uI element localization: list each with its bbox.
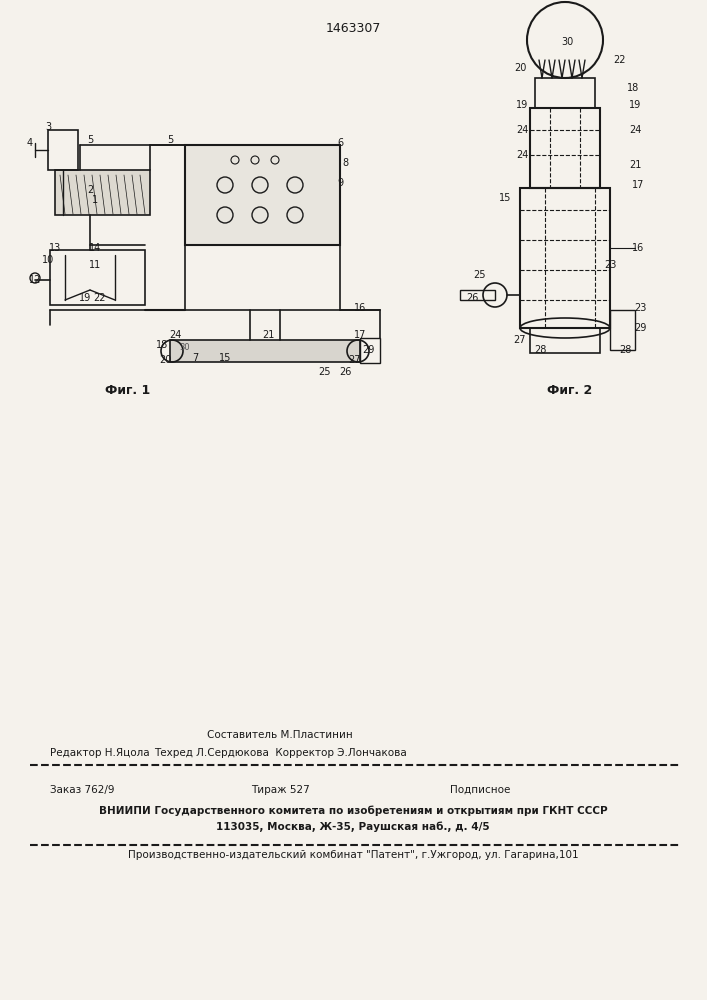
Text: 30: 30 <box>561 37 573 47</box>
Text: 24: 24 <box>516 150 528 160</box>
Bar <box>460 290 495 300</box>
Text: 17: 17 <box>632 180 644 190</box>
Text: 28: 28 <box>534 345 547 355</box>
Text: Составитель М.Пластинин: Составитель М.Пластинин <box>207 730 353 740</box>
Text: 12: 12 <box>29 275 41 285</box>
Text: 5: 5 <box>87 135 93 145</box>
Bar <box>50 250 145 305</box>
Text: 10: 10 <box>42 255 54 265</box>
Text: 25: 25 <box>319 367 332 377</box>
Text: 27: 27 <box>514 335 526 345</box>
Text: 24: 24 <box>629 125 641 135</box>
Text: 30: 30 <box>180 344 190 353</box>
Text: 22: 22 <box>94 293 106 303</box>
Bar <box>48 130 78 170</box>
Bar <box>530 108 600 188</box>
Text: 11: 11 <box>89 260 101 270</box>
Text: 24: 24 <box>516 125 528 135</box>
Text: Производственно-издательский комбинат "Патент", г.Ужгород, ул. Гагарина,101: Производственно-издательский комбинат "П… <box>128 850 578 860</box>
Text: Заказ 762/9: Заказ 762/9 <box>50 785 115 795</box>
Bar <box>360 338 380 363</box>
Text: 16: 16 <box>354 303 366 313</box>
Text: 20: 20 <box>159 355 171 365</box>
Text: 28: 28 <box>619 345 631 355</box>
Bar <box>535 78 595 108</box>
Text: 27: 27 <box>349 355 361 365</box>
Text: 6: 6 <box>337 138 343 148</box>
Bar <box>520 188 610 328</box>
Text: 2: 2 <box>87 185 93 195</box>
Text: Фиг. 2: Фиг. 2 <box>547 383 592 396</box>
Text: Редактор Н.Яцола: Редактор Н.Яцола <box>50 748 150 758</box>
Text: 26: 26 <box>339 367 351 377</box>
Text: 21: 21 <box>629 160 641 170</box>
Bar <box>530 328 600 353</box>
Text: 7: 7 <box>192 353 198 363</box>
Text: 9: 9 <box>337 178 343 188</box>
Text: 23: 23 <box>633 303 646 313</box>
Text: 26: 26 <box>466 293 478 303</box>
Text: 113035, Москва, Ж-35, Раушская наб., д. 4/5: 113035, Москва, Ж-35, Раушская наб., д. … <box>216 822 490 832</box>
Text: 29: 29 <box>633 323 646 333</box>
Text: 13: 13 <box>49 243 61 253</box>
Text: 25: 25 <box>474 270 486 280</box>
Text: 24: 24 <box>169 330 181 340</box>
Text: ВНИИПИ Государственного комитета по изобретениям и открытиям при ГКНТ СССР: ВНИИПИ Государственного комитета по изоб… <box>99 805 607 816</box>
Text: 1463307: 1463307 <box>325 21 380 34</box>
Text: 16: 16 <box>632 243 644 253</box>
Text: 17: 17 <box>354 330 366 340</box>
Bar <box>610 310 635 350</box>
Bar <box>185 145 340 245</box>
Text: 29: 29 <box>362 345 374 355</box>
Text: 23: 23 <box>604 260 617 270</box>
Text: 18: 18 <box>627 83 639 93</box>
Text: Фиг. 1: Фиг. 1 <box>105 383 151 396</box>
Text: 4: 4 <box>27 138 33 148</box>
Text: 15: 15 <box>218 353 231 363</box>
Text: 19: 19 <box>79 293 91 303</box>
Text: 3: 3 <box>45 122 51 132</box>
Text: Техред Л.Сердюкова  Корректор Э.Лончакова: Техред Л.Сердюкова Корректор Э.Лончакова <box>153 748 407 758</box>
Text: 8: 8 <box>342 158 348 168</box>
Text: 15: 15 <box>499 193 511 203</box>
Text: 22: 22 <box>614 55 626 65</box>
Text: Подписное: Подписное <box>450 785 510 795</box>
Bar <box>55 170 150 215</box>
Text: 14: 14 <box>89 243 101 253</box>
Text: 5: 5 <box>167 135 173 145</box>
Text: 20: 20 <box>514 63 526 73</box>
Text: 21: 21 <box>262 330 274 340</box>
Text: Тираж 527: Тираж 527 <box>250 785 310 795</box>
Text: 19: 19 <box>629 100 641 110</box>
Text: 1: 1 <box>92 195 98 205</box>
Bar <box>170 340 360 362</box>
Text: 18: 18 <box>156 340 168 350</box>
Text: 19: 19 <box>516 100 528 110</box>
